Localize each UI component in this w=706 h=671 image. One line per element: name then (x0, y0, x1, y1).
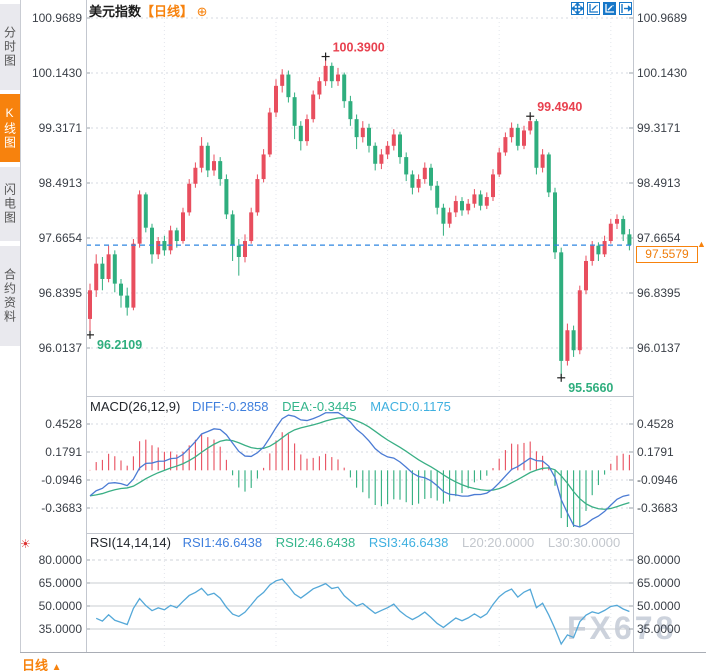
price-axis-label-left: 100.1430 (31, 66, 82, 80)
plot-right-border (633, 0, 634, 652)
rsi1-value: RSI1:46.6438 (182, 535, 263, 550)
price-annotation: 95.5660 (568, 381, 613, 395)
current-price-box: 97.5579 (636, 246, 698, 263)
sidebar-tab-lightning-chart[interactable]: 闪电图 (0, 167, 20, 241)
sidebar-tab-label: 闪电图 (2, 183, 17, 225)
rsi-l20-value: L20:20.0000 (461, 535, 535, 550)
price-axis-label-left: 98.4913 (38, 176, 82, 190)
price-axis-label-right: 99.3171 (637, 121, 681, 135)
macd-header: MACD(26,12,9) DIFF:-0.2858 DEA:-0.3445 M… (90, 399, 451, 414)
price-axis-label-right: 100.1430 (637, 66, 688, 80)
sidebar-tab-label: 合约资料 (2, 268, 17, 324)
x-axis: 2025/102025/112025/122026/012026/02 (0, 652, 706, 671)
sidebar-tab-label: 分时图 (2, 26, 17, 68)
price-axis-label-right: 96.8395 (637, 286, 681, 300)
price-axis-label-left: 97.6654 (38, 231, 82, 245)
macd-hist-value: MACD:0.1175 (370, 399, 451, 414)
macd-axis-label-left: -0.0946 (41, 473, 82, 487)
symbol-name: 美元指数 (89, 4, 142, 19)
price-annotation: 100.3900 (333, 41, 385, 55)
rsi-l30-value: L30:30.0000 (547, 535, 621, 550)
rsi-header: RSI(14,14,14) RSI1:46.6438 RSI2:46.6438 … (90, 535, 620, 550)
macd-title: MACD(26,12,9) (90, 399, 181, 414)
rsi3-value: RSI3:46.6438 (368, 535, 449, 550)
chart-toolbar (571, 2, 632, 15)
macd-axis-label-left: 0.4528 (45, 417, 82, 431)
rsi-axis-label-left: 65.0000 (38, 576, 82, 590)
x-axis-line (20, 652, 706, 653)
rsi-separator (86, 533, 634, 534)
macd-separator (86, 396, 634, 397)
chart-title: 美元指数【日线】 ⊕ (89, 1, 208, 20)
candles-layer (88, 56, 632, 378)
price-axis-label-left: 100.9689 (31, 11, 82, 25)
sidebar-tab-label: K线图 (2, 106, 17, 150)
period-tag: 【日线】 (141, 4, 194, 19)
price-axis-label-right: 100.9689 (637, 11, 688, 25)
macd-axis-label-left: 0.1791 (45, 445, 82, 459)
rsi-axis-label-left: 35.0000 (38, 622, 82, 636)
price-up-arrow-icon: ▲ (697, 239, 706, 249)
rsi-title: RSI(14,14,14) (90, 535, 171, 550)
rsi2-value: RSI2:46.6438 (275, 535, 356, 550)
macd-axis-label-right: 0.4528 (637, 417, 674, 431)
macd-axis-label-right: -0.3683 (637, 501, 678, 515)
macd-dea-value: DEA:-0.3445 (282, 399, 357, 414)
price-axis-label-right: 96.0137 (637, 341, 681, 355)
add-indicator-icon[interactable]: ⊕ (196, 4, 208, 19)
price-axis-label-right: 97.6654 (637, 231, 681, 245)
macd-diff-value: DIFF:-0.2858 (191, 399, 269, 414)
price-axis-label-right: 98.4913 (637, 176, 681, 190)
fit-axis-icon[interactable] (587, 2, 600, 15)
period-selector-label: 日线 (22, 658, 49, 671)
price-axis-label-left: 99.3171 (38, 121, 82, 135)
rsi-axis-label-right: 80.0000 (637, 553, 681, 567)
rsi-axis-label-left: 50.0000 (38, 599, 82, 613)
plot-left-border (86, 0, 87, 652)
macd-axis-label-left: -0.3683 (41, 501, 82, 515)
indicator-settings-icon[interactable]: ☀ (20, 537, 31, 551)
price-axis-label-left: 96.0137 (38, 341, 82, 355)
sidebar-tab-kline-chart[interactable]: K线图 (0, 94, 20, 162)
rsi-plot[interactable] (86, 533, 633, 652)
rsi-axis-label-right: 50.0000 (637, 599, 681, 613)
macd-axis-label-right: -0.0946 (637, 473, 678, 487)
macd-axis-label-right: 0.1791 (637, 445, 674, 459)
move-crosshair-icon[interactable] (571, 2, 584, 15)
price-annotation: 99.4940 (537, 100, 582, 114)
exit-view-icon[interactable] (619, 2, 632, 15)
period-selector[interactable]: 日线 ▲ (22, 655, 62, 671)
candlestick-plot[interactable]: 96.2109 100.3900 99.4940 95.5660 (86, 0, 633, 396)
sidebar-tab-time-chart[interactable]: 分时图 (0, 4, 20, 90)
zoom-axis-icon[interactable] (603, 2, 616, 15)
dropdown-arrow-icon: ▲ (51, 662, 62, 671)
sidebar: 分时图 K线图 闪电图 合约资料 (0, 0, 21, 671)
sidebar-tab-contract-info[interactable]: 合约资料 (0, 246, 20, 346)
rsi-axis-label-right: 65.0000 (637, 576, 681, 590)
price-axis-label-left: 96.8395 (38, 286, 82, 300)
price-annotation: 96.2109 (97, 338, 142, 352)
macd-plot[interactable] (86, 396, 633, 533)
rsi-axis-label-left: 80.0000 (38, 553, 82, 567)
rsi-axis-label-right: 35.0000 (637, 622, 681, 636)
